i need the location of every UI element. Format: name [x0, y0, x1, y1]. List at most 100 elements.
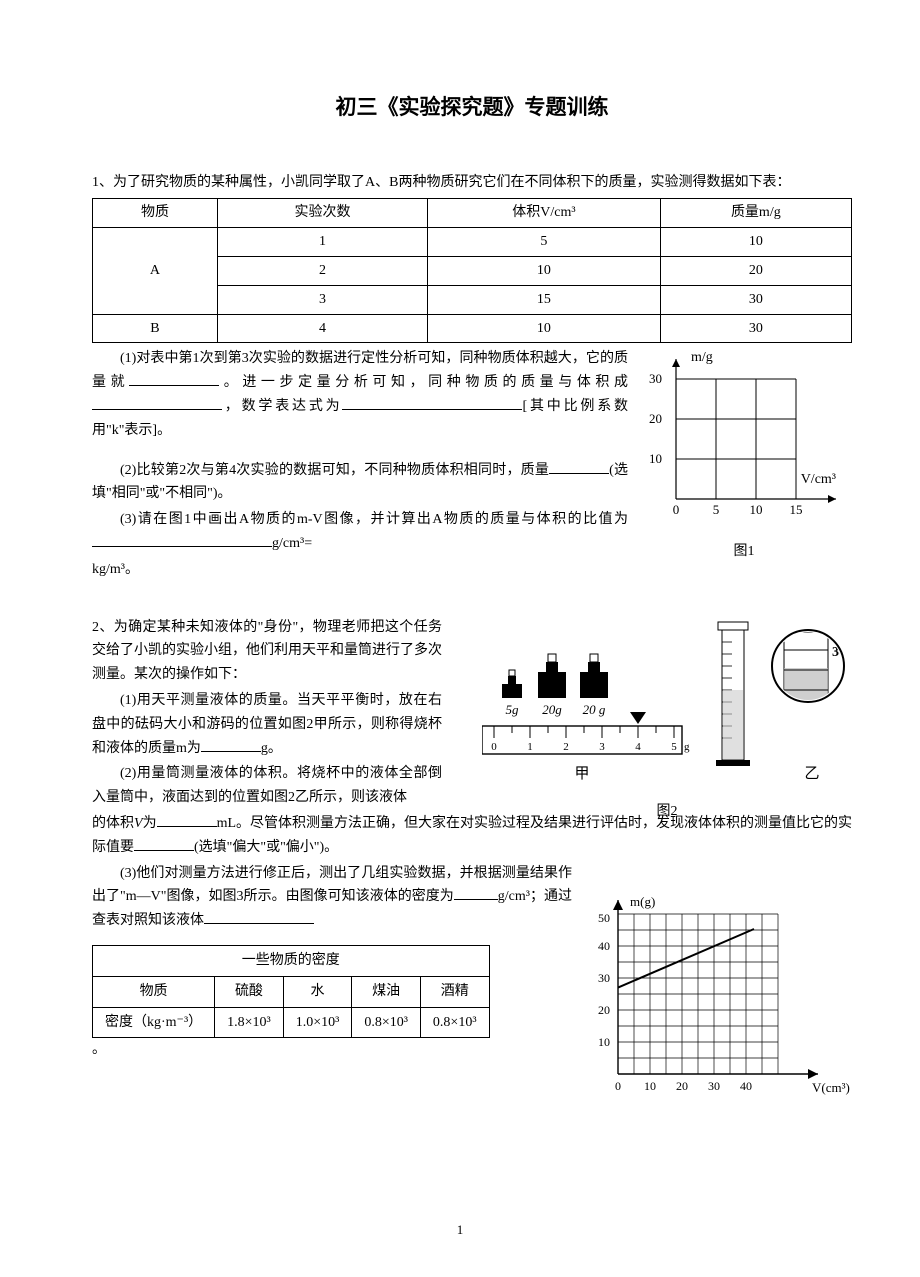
table-cell: 硫酸 — [215, 976, 284, 1007]
svg-text:10: 10 — [649, 451, 662, 466]
text: 为 — [143, 816, 157, 831]
svg-text:4: 4 — [635, 741, 641, 753]
q2-intro: 2、为确定某种未知液体的"身份"，物理老师把这个任务交给了小凯的实验小组，他们利… — [92, 616, 442, 687]
text: 。进一步定量分析可知，同种物质的质量与体积成 — [219, 375, 628, 390]
svg-text:50: 50 — [598, 911, 610, 925]
q1-p3c: kg/m³。 — [92, 558, 628, 582]
svg-text:10: 10 — [750, 502, 763, 517]
trailing-period: 。 — [92, 1038, 572, 1062]
svg-text:g: g — [684, 741, 690, 753]
svg-text:0: 0 — [491, 741, 497, 753]
table-cell: 1.0×10³ — [283, 1007, 352, 1038]
svg-text:m/g: m/g — [691, 350, 713, 365]
q1-data-table: 物质 实验次数 体积V/cm³ 质量m/g A 1 5 10 2 10 20 3… — [92, 198, 852, 343]
q2-p1: (1)用天平测量液体的质量。当天平平衡时，放在右盘中的砝码大小和游码的位置如图2… — [92, 689, 442, 760]
q1-p3: (3)请在图1中画出A物质的m-V图像，并计算出A物质的质量与体积的比值为 g/c… — [92, 508, 628, 556]
table-cell: A — [93, 228, 218, 314]
svg-text:5: 5 — [671, 741, 677, 753]
svg-text:10: 10 — [598, 1035, 610, 1049]
table-cell: 密度（kg·m⁻³） — [93, 1007, 215, 1038]
svg-text:30: 30 — [649, 371, 662, 386]
blank — [549, 473, 609, 474]
svg-text:30: 30 — [708, 1079, 720, 1093]
svg-text:乙: 乙 — [804, 766, 819, 782]
text: g。 — [261, 741, 282, 756]
table-cell: 10 — [428, 257, 661, 286]
table-cell: 酒精 — [420, 976, 489, 1007]
table-cell: 水 — [283, 976, 352, 1007]
table-cell: 10 — [428, 314, 661, 343]
blank — [342, 409, 522, 410]
q2-fig2-caption: 图2 — [482, 800, 852, 824]
svg-text:20: 20 — [649, 411, 662, 426]
q2-p2-top: (2)用量筒测量液体的体积。将烧杯中的液体全部倒入量筒中，液面达到的位置如图2乙… — [92, 762, 442, 810]
text: (2)用量筒测量液体的体积。将烧杯中的液体全部倒入量筒中，液面达到的位置如图2乙… — [92, 766, 442, 805]
svg-text:2: 2 — [563, 741, 569, 753]
blank — [454, 899, 498, 900]
text: g/cm³= — [272, 536, 312, 551]
table-cell: 0.8×10³ — [352, 1007, 421, 1038]
svg-text:15: 15 — [790, 502, 803, 517]
svg-text:0: 0 — [673, 502, 680, 517]
q1-chart: 10 20 30 0 5 10 15 m/g V/cm³ 图1 — [636, 349, 852, 564]
svg-text:1: 1 — [527, 741, 533, 753]
svg-text:V(cm³): V(cm³) — [812, 1080, 850, 1095]
svg-text:5g: 5g — [506, 702, 520, 717]
table-cell: 1.8×10³ — [215, 1007, 284, 1038]
table-cell: 10 — [660, 228, 851, 257]
q2-p3: (3)他们对测量方法进行修正后，测出了几组实验数据，并根据测量结果作出了"m—V… — [92, 862, 572, 933]
text: (3)请在图1中画出A物质的m-V图像，并计算出A物质的质量与体积的比值为 — [120, 512, 628, 527]
table-cell: 4 — [217, 314, 427, 343]
table-cell: 2 — [217, 257, 427, 286]
page-title: 初三《实验探究题》专题训练 — [92, 90, 852, 126]
table-header: 体积V/cm³ — [428, 199, 661, 228]
svg-text:10: 10 — [644, 1079, 656, 1093]
blank — [134, 850, 194, 851]
svg-text:5: 5 — [713, 502, 720, 517]
q1-chart-caption: 图1 — [636, 540, 852, 564]
q1-p2: (2)比较第2次与第4次实验的数据可知，不同种物质体积相同时，质量(选填"相同"… — [92, 459, 628, 507]
svg-text:20: 20 — [676, 1079, 688, 1093]
svg-text:40: 40 — [598, 939, 610, 953]
q2-apparatus: 5g 20g 20 g 0 1 2 3 4 5 g — [482, 616, 852, 825]
density-title: 一些物质的密度 — [93, 946, 490, 977]
text: [其中比例系数用"k"表示]。 — [92, 399, 628, 438]
svg-text:0: 0 — [615, 1079, 621, 1093]
blank — [129, 385, 219, 386]
table-header: 实验次数 — [217, 199, 427, 228]
table-cell: 20 — [660, 257, 851, 286]
table-cell: 物质 — [93, 976, 215, 1007]
q1-p1: (1)对表中第1次到第3次实验的数据进行定性分析可知，同种物质体积越大，它的质量… — [92, 347, 628, 442]
blank — [157, 826, 217, 827]
svg-text:20g: 20g — [542, 702, 562, 717]
text: (选填"偏大"或"偏小")。 — [194, 840, 338, 855]
table-cell: 煤油 — [352, 976, 421, 1007]
table-cell: 30 — [660, 285, 851, 314]
blank — [92, 546, 272, 547]
text: 的体积 — [92, 816, 134, 831]
svg-text:30: 30 — [598, 971, 610, 985]
page-number: 1 — [457, 1219, 464, 1241]
table-cell: 3 — [217, 285, 427, 314]
text: (2)比较第2次与第4次实验的数据可知，不同种物质体积相同时，质量 — [120, 463, 549, 478]
svg-text:甲: 甲 — [574, 766, 589, 782]
table-cell: B — [93, 314, 218, 343]
svg-text:m(g): m(g) — [630, 894, 655, 909]
table-cell: 15 — [428, 285, 661, 314]
table-cell: 0.8×10³ — [420, 1007, 489, 1038]
var-v: V — [134, 816, 143, 831]
svg-text:V/cm³: V/cm³ — [801, 472, 836, 487]
q2-mv-graph: 10 20 30 40 50 0 10 20 30 40 m(g) V(cm³) — [578, 894, 858, 1123]
svg-text:20 g: 20 g — [583, 702, 606, 717]
blank — [204, 923, 314, 924]
density-table: 一些物质的密度 物质 硫酸 水 煤油 酒精 密度（kg·m⁻³） 1.8×10³… — [92, 945, 490, 1038]
table-cell: 30 — [660, 314, 851, 343]
blank — [92, 409, 222, 410]
table-header: 质量m/g — [660, 199, 851, 228]
blank — [201, 751, 261, 752]
table-cell: 5 — [428, 228, 661, 257]
table-header: 物质 — [93, 199, 218, 228]
q1-intro: 1、为了研究物质的某种属性，小凯同学取了A、B两种物质研究它们在不同体积下的质量… — [92, 171, 852, 195]
svg-text:20: 20 — [598, 1003, 610, 1017]
table-cell: 1 — [217, 228, 427, 257]
